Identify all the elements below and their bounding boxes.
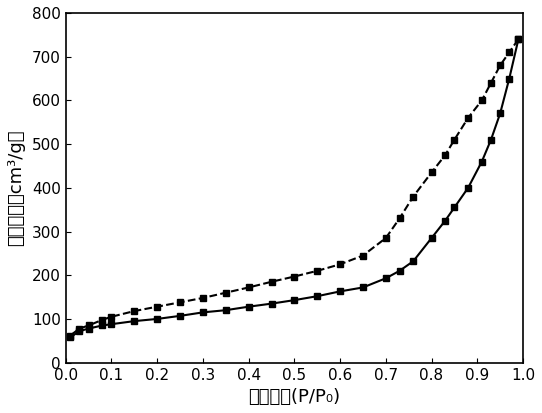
X-axis label: 相对压力(P/P₀): 相对压力(P/P₀) [248, 388, 340, 406]
Y-axis label: 吸收体积（cm³/g）: 吸收体积（cm³/g） [7, 130, 25, 246]
